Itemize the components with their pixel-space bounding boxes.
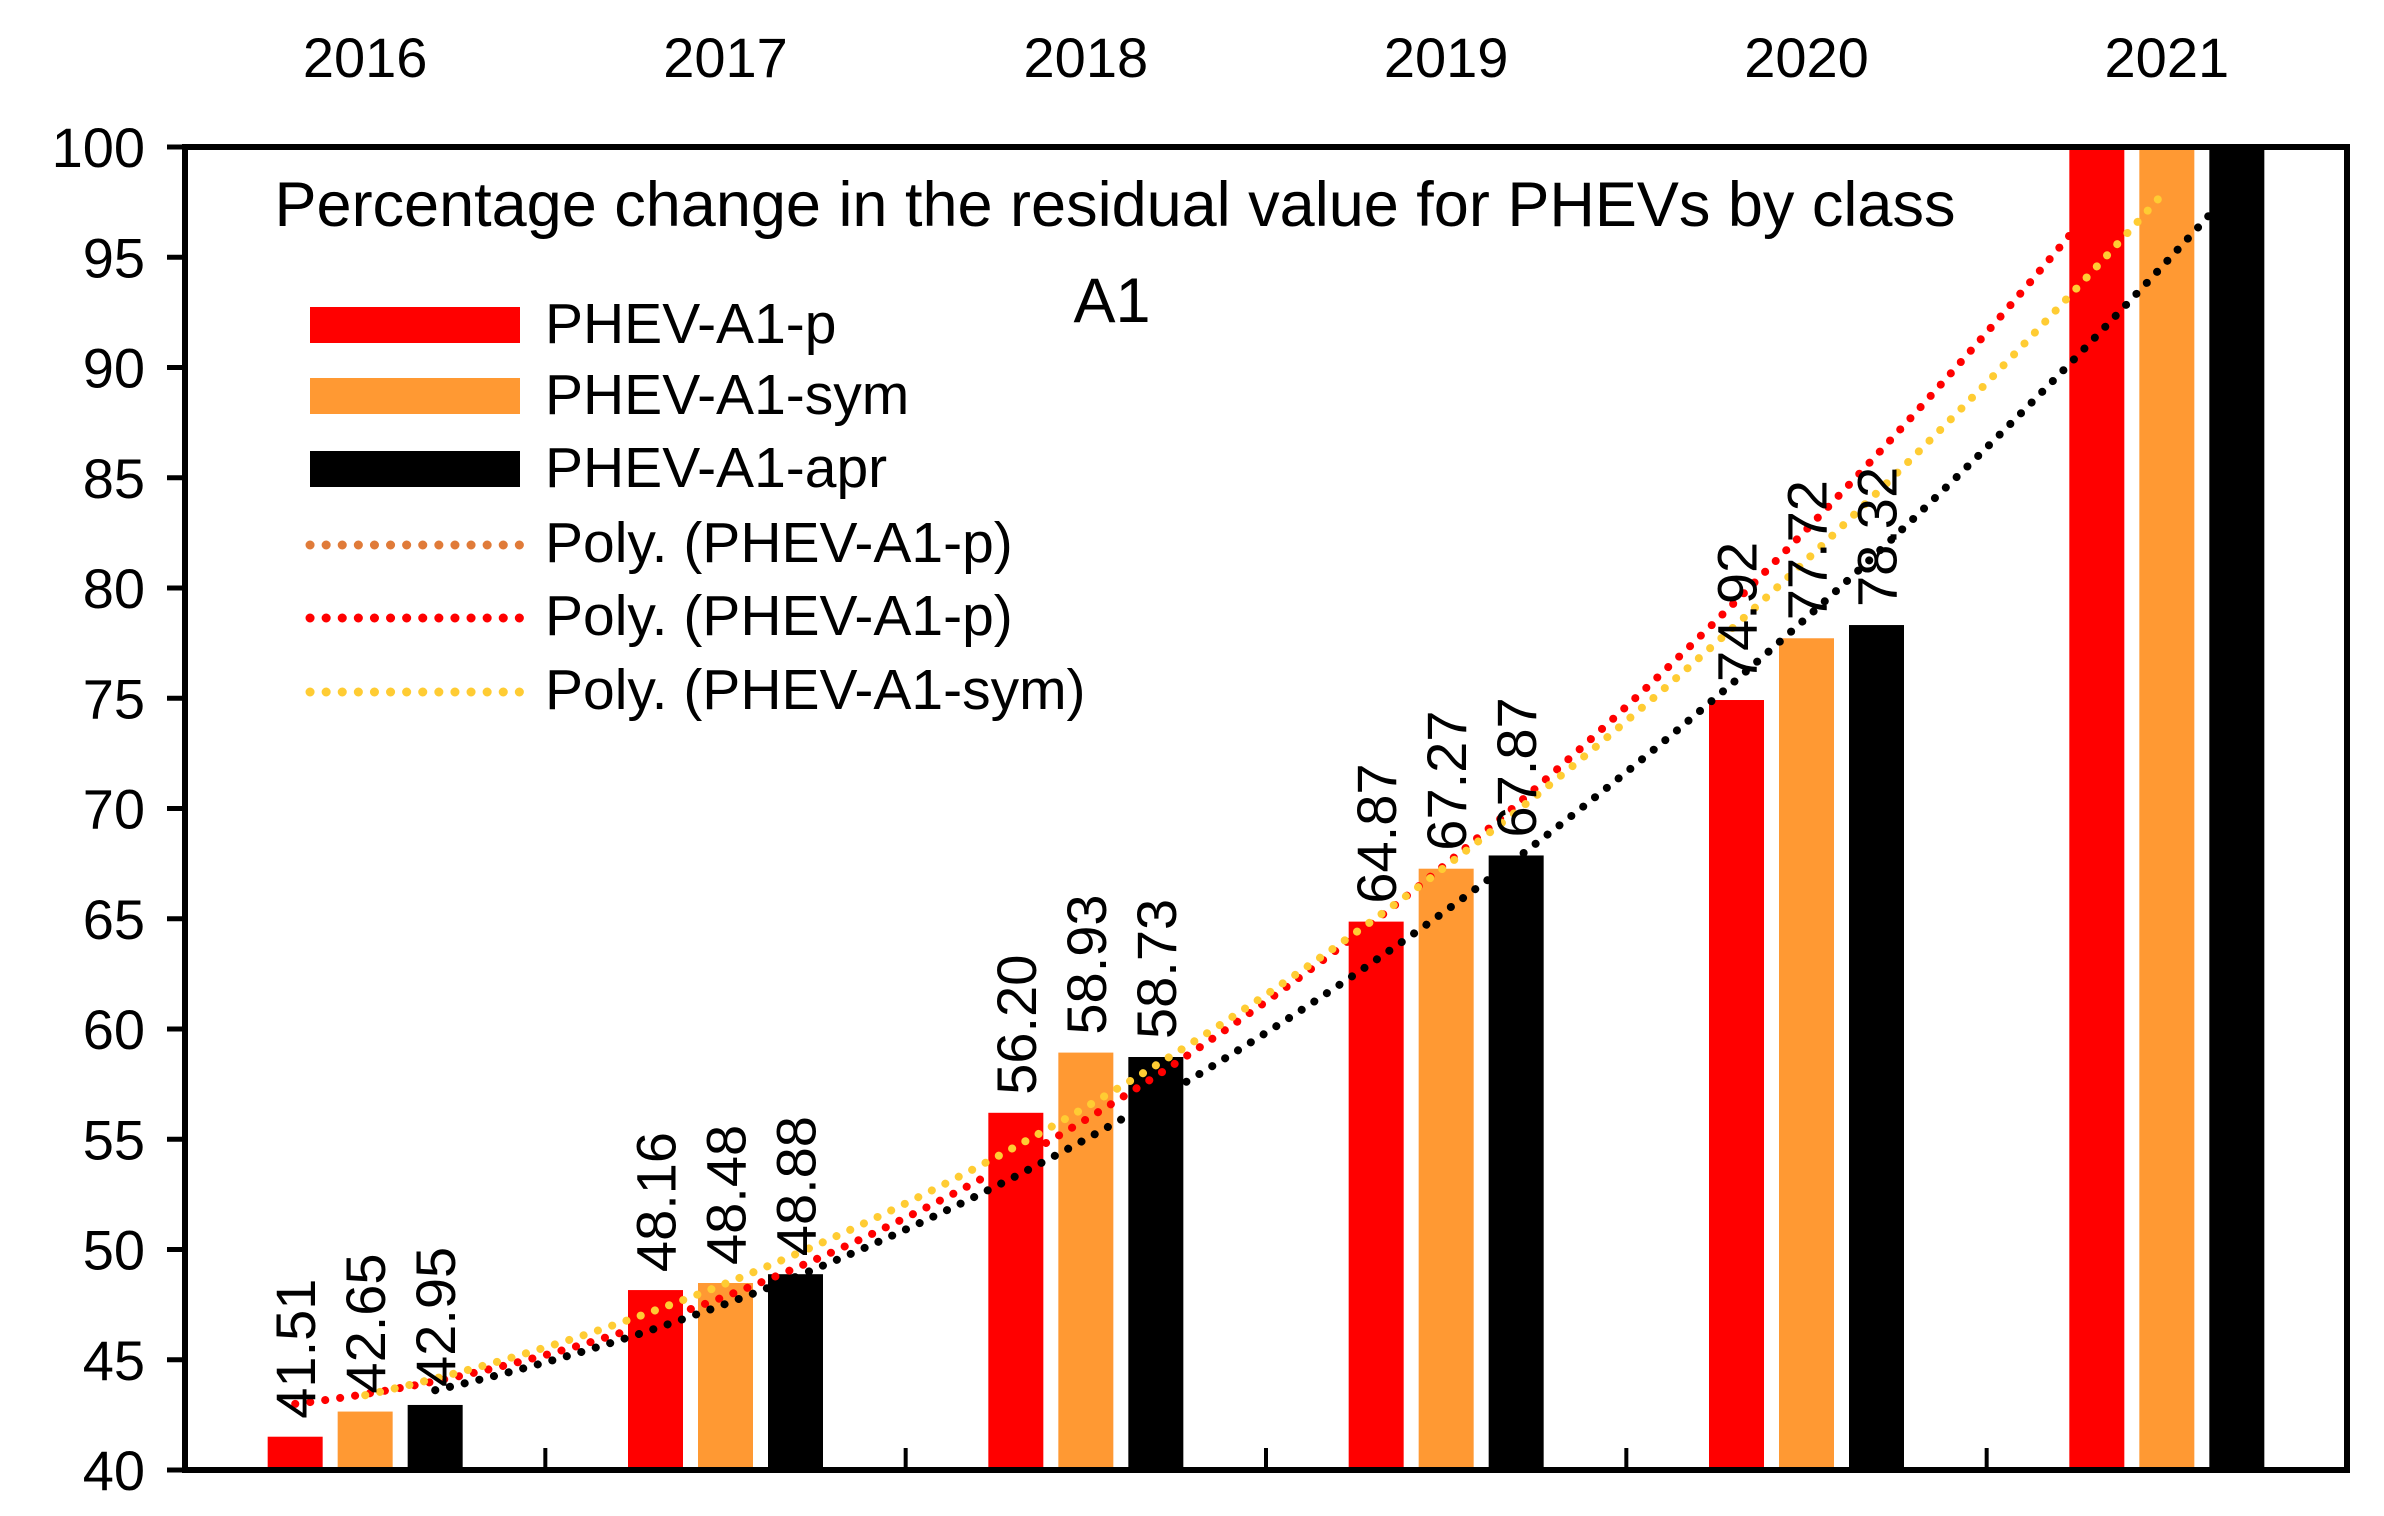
y-tick-label-75: 75 xyxy=(83,667,145,730)
x-category-label-2020: 2020 xyxy=(1744,26,1869,89)
y-tick-label-55: 55 xyxy=(83,1108,145,1171)
data-label-phev-a1-p-2018: 56.20 xyxy=(985,955,1048,1095)
bar-phev-a1-sym-2020 xyxy=(1779,638,1834,1470)
legend-label-phev-a1-p: PHEV-A1-p xyxy=(545,292,836,356)
legend: PHEV-A1-p PHEV-A1-sym PHEV-A1-apr Poly. … xyxy=(305,292,1086,722)
trendline-phev-a1-sym-1 xyxy=(361,185,2171,1400)
legend-label-trend-2: Poly. (PHEV-A1-p) xyxy=(545,584,1013,648)
bar-phev-a1-sym-2017 xyxy=(698,1283,753,1470)
data-label-phev-a1-apr-2016: 42.95 xyxy=(404,1247,467,1387)
y-tick-label-85: 85 xyxy=(83,447,145,510)
bar-phev-a1-p-2020 xyxy=(1709,700,1764,1470)
bar-phev-a1-apr-2020 xyxy=(1849,625,1904,1470)
y-tick-label-50: 50 xyxy=(83,1219,145,1282)
data-label-phev-a1-sym-2020: 77.72 xyxy=(1776,480,1839,620)
legend-label-phev-a1-apr: PHEV-A1-apr xyxy=(545,436,887,500)
y-tick-label-65: 65 xyxy=(83,888,145,951)
trendline-phev-a1-apr-2 xyxy=(431,180,2241,1395)
bar-phev-a1-apr-2019 xyxy=(1488,855,1544,1470)
data-label-phev-a1-p-2019: 64.87 xyxy=(1345,763,1408,903)
y-tick-label-60: 60 xyxy=(83,998,145,1061)
legend-label-trend-1: Poly. (PHEV-A1-p) xyxy=(545,511,1013,575)
y-tick-label-45: 45 xyxy=(83,1329,145,1392)
bar-phev-a1-sym-2016 xyxy=(337,1411,393,1470)
trendline-phev-a1-p-0 xyxy=(291,198,2101,1408)
data-label-phev-a1-sym-2016: 42.65 xyxy=(334,1253,397,1393)
legend-swatch-phev-a1-p xyxy=(310,307,520,343)
data-label-phev-a1-sym-2017: 48.48 xyxy=(695,1125,758,1265)
bars-layer xyxy=(267,147,2265,1470)
x-category-label-2018: 2018 xyxy=(1024,26,1149,89)
bar-phev-a1-p-2016 xyxy=(267,1436,323,1470)
legend-label-trend-3: Poly. (PHEV-A1-sym) xyxy=(545,658,1086,722)
data-label-phev-a1-sym-2018: 58.93 xyxy=(1055,894,1118,1034)
bar-phev-a1-p-2018 xyxy=(988,1112,1044,1470)
data-label-phev-a1-apr-2018: 58.73 xyxy=(1125,899,1188,1039)
bar-phev-a1-sym-2019 xyxy=(1418,868,1474,1470)
bar-phev-a1-p-2019 xyxy=(1348,921,1404,1470)
data-label-phev-a1-sym-2019: 67.27 xyxy=(1415,711,1478,851)
x-category-label-2017: 2017 xyxy=(663,26,788,89)
data-label-phev-a1-apr-2019: 67.87 xyxy=(1485,697,1548,837)
x-category-label-2019: 2019 xyxy=(1384,26,1509,89)
bar-phev-a1-apr-2018 xyxy=(1128,1057,1184,1470)
x-category-label-2016: 2016 xyxy=(303,26,428,89)
y-tick-label-90: 90 xyxy=(83,337,145,400)
legend-label-phev-a1-sym: PHEV-A1-sym xyxy=(545,363,909,427)
trendlines-layer xyxy=(291,180,2241,1408)
data-label-phev-a1-apr-2017: 48.88 xyxy=(765,1116,828,1256)
bar-phev-a1-p-2021 xyxy=(2069,147,2125,1470)
bar-phev-a1-sym-2021 xyxy=(2139,147,2195,1470)
bar-phev-a1-p-2017 xyxy=(628,1290,683,1470)
y-tick-label-100: 100 xyxy=(52,116,145,179)
data-label-phev-a1-p-2016: 41.51 xyxy=(264,1279,327,1419)
data-label-phev-a1-p-2020: 74.92 xyxy=(1706,542,1769,682)
legend-swatch-phev-a1-apr xyxy=(310,451,520,487)
data-labels-layer: 41.51 48.16 56.20 64.87 74.92 42.65 48.48 58.93… xyxy=(264,467,1908,1419)
y-tick-label-95: 95 xyxy=(83,226,145,289)
bar-phev-a1-apr-2017 xyxy=(768,1274,823,1470)
x-category-label-2021: 2021 xyxy=(2105,26,2230,89)
legend-swatch-phev-a1-sym xyxy=(310,378,520,414)
y-tick-label-40: 40 xyxy=(83,1439,145,1502)
chart-title-line-2: A1 xyxy=(1073,266,1150,336)
y-tick-label-70: 70 xyxy=(83,778,145,841)
data-label-phev-a1-p-2017: 48.16 xyxy=(625,1132,688,1272)
chart-title-line-1: Percentage change in the residual value … xyxy=(275,170,1956,240)
bar-phev-a1-apr-2021 xyxy=(2209,147,2265,1470)
data-label-phev-a1-apr-2020: 78.32 xyxy=(1846,467,1909,607)
axis-ticks-layer: 40 45 50 55 60 65 70 75 80 85 90 95 100 2016 2017 2018 2… xyxy=(52,26,2230,1502)
bar-phev-a1-sym-2018 xyxy=(1058,1052,1114,1470)
bar-phev-a1-apr-2016 xyxy=(407,1404,463,1470)
y-tick-label-80: 80 xyxy=(83,557,145,620)
